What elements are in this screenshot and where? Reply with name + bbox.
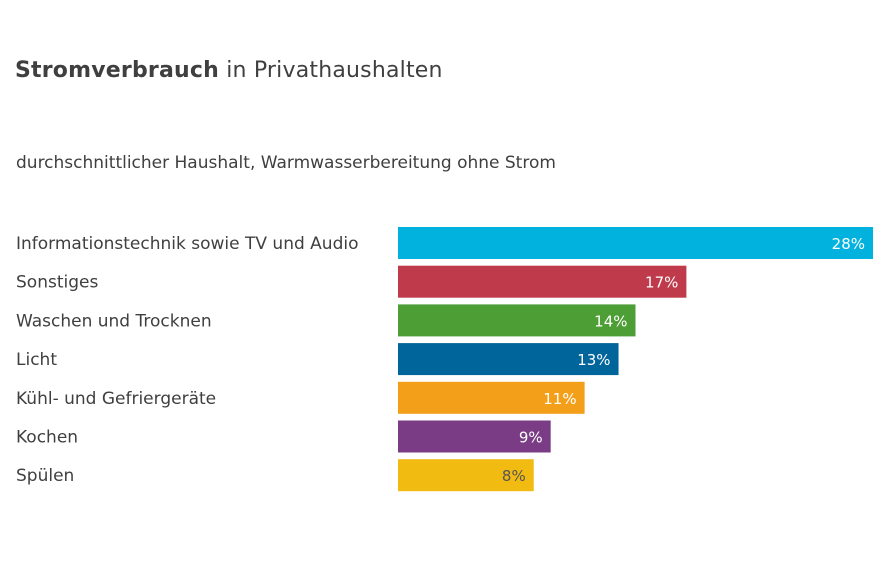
bar — [398, 420, 551, 453]
category-label: Licht — [16, 350, 57, 370]
data-label: 28% — [832, 235, 865, 253]
data-label: 14% — [594, 312, 627, 330]
bar — [398, 227, 873, 259]
category-label: Waschen und Trocknen — [16, 311, 212, 331]
bar — [398, 265, 687, 298]
data-label: 8% — [502, 467, 526, 485]
category-label: Kühl- und Gefriergeräte — [16, 389, 216, 409]
bar — [398, 343, 619, 376]
chart-title-bold: Stromverbrauch — [15, 58, 219, 83]
bar — [398, 381, 585, 414]
data-label: 11% — [543, 390, 576, 408]
data-label: 17% — [645, 274, 678, 292]
chart-title: Stromverbrauch in Privathaushalten — [15, 58, 443, 83]
bar — [398, 304, 636, 337]
bar — [398, 459, 534, 492]
category-label: Informationstechnik sowie TV und Audio — [16, 234, 358, 254]
data-label: 13% — [577, 351, 610, 369]
category-label: Kochen — [16, 428, 78, 448]
chart-subtitle: durchschnittlicher Haushalt, Warmwasserb… — [16, 153, 556, 173]
category-label: Spülen — [16, 466, 74, 486]
data-label: 9% — [519, 429, 543, 447]
category-label: Sonstiges — [16, 273, 98, 293]
chart-title-rest: in Privathaushalten — [226, 58, 443, 83]
